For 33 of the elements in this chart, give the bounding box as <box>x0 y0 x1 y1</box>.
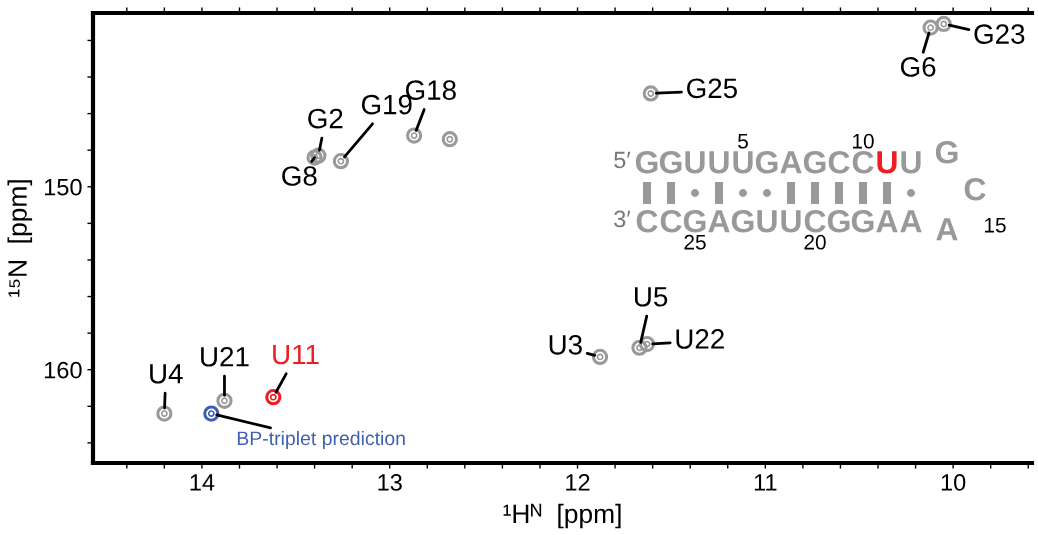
annotation: U3 <box>549 334 582 355</box>
annotation: U4 <box>150 364 183 384</box>
x-tick-label: 10 <box>941 474 966 491</box>
annotation: U21 <box>201 346 249 367</box>
annotation: U22 <box>676 329 724 349</box>
text: GGUUUGAGCC <box>635 150 874 174</box>
x-axis-title: ¹Hᴺ [ppm] <box>503 503 621 529</box>
annotation: 20 <box>804 234 826 250</box>
annotation: 5 <box>738 134 748 149</box>
annotation: U5 <box>635 287 668 307</box>
series-label: BP-triplet prediction <box>237 430 405 450</box>
annotation: G23 <box>974 24 1025 44</box>
annotation: GCA <box>935 140 986 241</box>
x-tick-label: 14 <box>190 474 215 491</box>
y-axis-title: ¹⁵N [ppm] <box>7 180 33 297</box>
series-label: U11 <box>273 344 319 365</box>
annotation: G8 <box>282 166 317 186</box>
annotation: 10 <box>853 133 874 149</box>
annotation: U <box>877 151 897 174</box>
x-tick-label: 13 <box>378 474 402 491</box>
y-tick-label: 150 <box>44 178 82 196</box>
text: CCGAGUUCGGAA <box>636 209 922 233</box>
annotation: U <box>901 151 921 174</box>
annotation: G2 <box>308 108 343 129</box>
annotation: 25 <box>684 234 706 250</box>
annotation: 15 <box>985 218 1006 233</box>
x-tick-label: 11 <box>754 474 777 491</box>
annotation: 3′ <box>614 210 631 228</box>
annotation: G25 <box>687 78 737 99</box>
y-tick-label: 160 <box>44 361 82 379</box>
annotation: G6 <box>900 57 936 77</box>
x-tick-label: 12 <box>566 474 590 491</box>
annotation: 5′ <box>614 151 631 169</box>
